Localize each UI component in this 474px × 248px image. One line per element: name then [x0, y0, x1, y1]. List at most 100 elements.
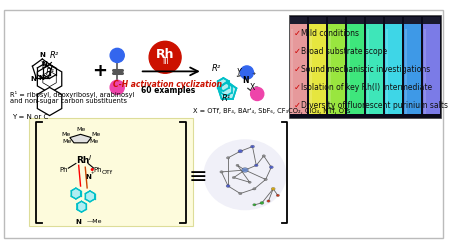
- Text: Sound mechanistic investigations: Sound mechanistic investigations: [301, 65, 430, 74]
- Text: N: N: [39, 52, 45, 58]
- Bar: [404, 17, 421, 24]
- Text: Ph: Ph: [59, 167, 68, 173]
- Ellipse shape: [203, 139, 286, 210]
- Bar: [424, 29, 426, 114]
- Text: X = OTf, BF₄, BAr'₄, SbF₆, CF₃CO₂, ClO₄, NTf, OTs: X = OTf, BF₄, BAr'₄, SbF₆, CF₃CO₂, ClO₄,…: [193, 108, 351, 114]
- Polygon shape: [37, 87, 62, 116]
- Bar: [310, 29, 312, 114]
- Text: R¹ = ribosyl, deoxyribosyl, arabinosyl: R¹ = ribosyl, deoxyribosyl, arabinosyl: [10, 91, 135, 98]
- Text: ⁺: ⁺: [91, 172, 95, 178]
- Text: —Me: —Me: [86, 219, 102, 224]
- Bar: [423, 22, 440, 114]
- Text: Rh: Rh: [76, 156, 89, 165]
- Ellipse shape: [262, 155, 265, 157]
- Circle shape: [110, 80, 124, 94]
- Bar: [309, 17, 326, 24]
- Bar: [347, 22, 365, 114]
- Text: Me: Me: [91, 132, 100, 137]
- Text: III: III: [162, 58, 168, 66]
- Polygon shape: [220, 83, 232, 96]
- Text: R¹: R¹: [46, 68, 55, 77]
- Text: I: I: [89, 155, 91, 161]
- Text: N: N: [243, 76, 249, 85]
- Ellipse shape: [220, 171, 223, 173]
- Ellipse shape: [267, 200, 270, 202]
- Bar: [328, 22, 345, 114]
- Circle shape: [110, 48, 124, 62]
- Text: ✓: ✓: [294, 83, 301, 92]
- Circle shape: [240, 66, 254, 79]
- Ellipse shape: [236, 164, 239, 166]
- FancyArrowPatch shape: [143, 67, 198, 75]
- Text: Isolation of key Rh(I) intermediate: Isolation of key Rh(I) intermediate: [301, 83, 432, 92]
- Text: R²: R²: [50, 51, 59, 60]
- Polygon shape: [218, 78, 229, 91]
- Text: N: N: [85, 174, 91, 180]
- Bar: [385, 17, 402, 24]
- Bar: [423, 17, 440, 24]
- Ellipse shape: [255, 164, 258, 167]
- Text: ✓: ✓: [294, 101, 301, 110]
- Ellipse shape: [238, 150, 243, 153]
- Text: Diversity of fluorescent purinium salts: Diversity of fluorescent purinium salts: [301, 101, 448, 110]
- Ellipse shape: [253, 204, 256, 206]
- Text: Me: Me: [63, 139, 72, 144]
- Text: Me: Me: [61, 132, 70, 137]
- Bar: [329, 29, 331, 114]
- Ellipse shape: [238, 192, 242, 195]
- Text: OTf: OTf: [101, 170, 112, 175]
- Text: ✓: ✓: [294, 29, 301, 38]
- Text: R²: R²: [212, 64, 221, 73]
- Text: ✓: ✓: [294, 47, 301, 56]
- Text: and non-sugar carbon substituents: and non-sugar carbon substituents: [10, 98, 127, 104]
- Polygon shape: [71, 188, 81, 199]
- Text: Y = N or C: Y = N or C: [12, 114, 48, 120]
- Text: ✓: ✓: [294, 65, 301, 74]
- Text: Mild conditions: Mild conditions: [301, 29, 359, 38]
- Polygon shape: [85, 191, 95, 202]
- Polygon shape: [37, 65, 62, 93]
- Text: N: N: [38, 75, 45, 81]
- FancyBboxPatch shape: [3, 10, 443, 238]
- Ellipse shape: [242, 168, 248, 172]
- Bar: [348, 29, 350, 114]
- Ellipse shape: [271, 187, 275, 190]
- Text: •: •: [89, 165, 95, 175]
- Bar: [366, 22, 383, 114]
- Bar: [367, 29, 369, 114]
- Polygon shape: [218, 82, 237, 99]
- Text: ≡: ≡: [189, 167, 207, 186]
- Bar: [29, 118, 193, 226]
- Text: C-H activation cyclization: C-H activation cyclization: [113, 80, 222, 89]
- Text: 60 examples: 60 examples: [141, 86, 195, 95]
- Bar: [404, 22, 421, 114]
- Ellipse shape: [253, 188, 256, 190]
- Text: Broad substrate scope: Broad substrate scope: [301, 47, 388, 56]
- Ellipse shape: [232, 177, 235, 179]
- Bar: [328, 17, 345, 24]
- Ellipse shape: [276, 194, 280, 197]
- Text: Rh: Rh: [156, 48, 174, 61]
- Bar: [366, 17, 383, 24]
- Text: Ph: Ph: [93, 167, 102, 173]
- Circle shape: [251, 87, 264, 100]
- Bar: [386, 29, 388, 114]
- Bar: [290, 17, 307, 24]
- Bar: [347, 17, 365, 24]
- Ellipse shape: [260, 202, 264, 204]
- Bar: [309, 22, 326, 114]
- Text: N: N: [41, 61, 47, 67]
- Circle shape: [149, 41, 181, 73]
- Bar: [405, 29, 407, 114]
- Text: N: N: [76, 219, 82, 225]
- Text: Me: Me: [76, 127, 85, 132]
- Ellipse shape: [269, 166, 273, 169]
- Text: R¹: R¹: [221, 94, 231, 103]
- Bar: [385, 22, 402, 114]
- Ellipse shape: [226, 185, 230, 187]
- Text: N: N: [30, 76, 36, 82]
- Bar: [289, 15, 441, 118]
- Ellipse shape: [251, 145, 255, 148]
- Text: ⁺: ⁺: [252, 71, 256, 80]
- Polygon shape: [70, 134, 91, 143]
